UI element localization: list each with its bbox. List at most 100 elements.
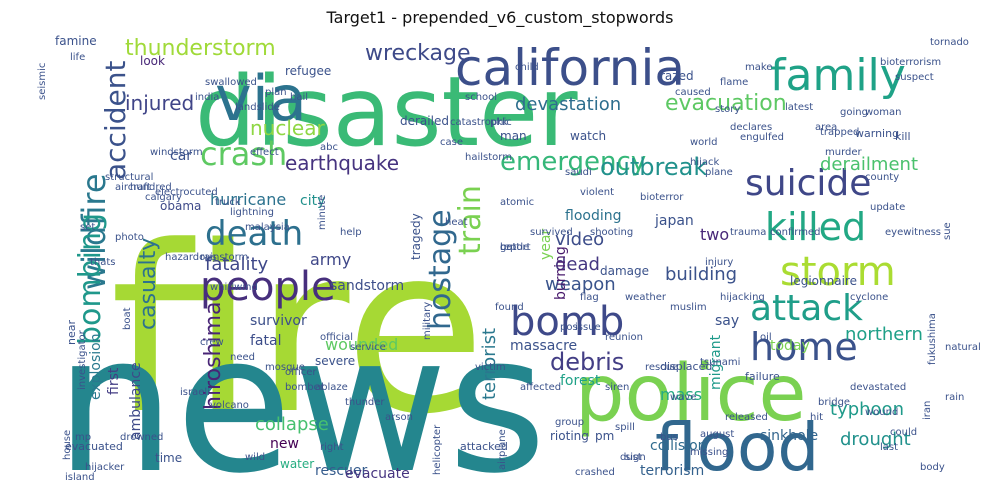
word-trapped: trapped bbox=[820, 127, 859, 138]
word-building: building bbox=[665, 264, 737, 285]
word-two: two bbox=[700, 225, 729, 244]
word-ablaze: ablaze bbox=[315, 382, 348, 393]
word-massacre: massacre bbox=[510, 338, 577, 354]
word-muslim: muslim bbox=[670, 302, 707, 313]
word-got: got bbox=[500, 242, 516, 253]
word-pkk: pkk bbox=[490, 117, 508, 128]
plot-background bbox=[55, 35, 950, 475]
word-flame: flame bbox=[720, 77, 748, 88]
word-crashed: crashed bbox=[575, 467, 615, 478]
word-collapse: collapse bbox=[255, 414, 329, 435]
word-suspect: suspect bbox=[895, 72, 934, 83]
word-official: official bbox=[320, 332, 353, 343]
word-group: group bbox=[555, 417, 584, 428]
word-emergency: emergency bbox=[500, 147, 646, 177]
word-devastated: devastated bbox=[850, 382, 906, 393]
word-reunion: reunion bbox=[605, 332, 643, 343]
word-failure: failure bbox=[745, 370, 780, 383]
word-shooting: shooting bbox=[590, 227, 633, 238]
word-thunderstorm: thunderstorm bbox=[125, 36, 276, 61]
word-bomber: bomber bbox=[285, 382, 325, 393]
word-today: today bbox=[770, 338, 810, 354]
word-report: report bbox=[500, 242, 531, 253]
word-officer: officer bbox=[285, 367, 317, 378]
word-outbreak: outbreak bbox=[600, 153, 707, 181]
word-abc: abc bbox=[320, 142, 338, 153]
word-island: island bbox=[65, 472, 95, 483]
word-death: death bbox=[205, 214, 303, 254]
word-eyewitness: eyewitness bbox=[885, 227, 941, 238]
word-volcano: volcano bbox=[210, 400, 249, 411]
word-wildfire: wildfire bbox=[75, 173, 113, 290]
word-rain: rain bbox=[945, 392, 964, 403]
word-heat: heat bbox=[445, 217, 468, 228]
word-fukushima: fukushima bbox=[927, 313, 938, 365]
word-evacuate: evacuate bbox=[345, 466, 410, 482]
word-sandstorm: sandstorm bbox=[330, 278, 404, 294]
word-weather: weather bbox=[625, 292, 667, 303]
word-damage: damage bbox=[600, 264, 649, 278]
word-dead: dead bbox=[555, 254, 600, 275]
word-seismic: seismic bbox=[37, 63, 48, 100]
word-kill: kill bbox=[895, 130, 911, 143]
word-obama: obama bbox=[160, 199, 201, 213]
word-arson: arson bbox=[385, 412, 413, 423]
word-suicide: suicide bbox=[745, 163, 871, 204]
word-mp: mp bbox=[75, 432, 91, 443]
word-attacked: attacked bbox=[460, 440, 508, 453]
word-world: world bbox=[690, 137, 718, 148]
word-story: story bbox=[715, 104, 740, 115]
word-burning: burning bbox=[553, 246, 569, 300]
word-car: car bbox=[170, 148, 192, 164]
word-spill: spill bbox=[615, 422, 635, 433]
word-mosque: mosque bbox=[265, 362, 305, 373]
word-last: last bbox=[880, 442, 898, 453]
word-wreckage: wreckage bbox=[365, 41, 471, 66]
word-disaster: disaster bbox=[195, 56, 578, 168]
word-could: could bbox=[890, 427, 917, 438]
word-israeli: israeli bbox=[180, 387, 210, 398]
word-watch: watch bbox=[570, 129, 606, 143]
word-sue: sue bbox=[942, 222, 953, 240]
word-fatal: fatal bbox=[250, 333, 281, 349]
word-collision: collision bbox=[650, 438, 707, 454]
word-photo: photo bbox=[115, 232, 144, 243]
word-hundred: hundred bbox=[130, 182, 172, 193]
word-first: first bbox=[106, 367, 122, 395]
word-famine: famine bbox=[55, 34, 97, 48]
word-thats: thats bbox=[90, 257, 116, 268]
word-weapon: weapon bbox=[545, 274, 616, 295]
word-video: video bbox=[555, 229, 604, 250]
word-rioting: rioting bbox=[550, 429, 589, 443]
word-school: school bbox=[465, 92, 497, 103]
word-woman: woman bbox=[865, 107, 902, 118]
word-help: help bbox=[340, 227, 362, 238]
word-japan: japan bbox=[654, 213, 694, 229]
word-refugee: refugee bbox=[285, 64, 331, 78]
word-cyclone: cyclone bbox=[850, 292, 888, 303]
word-electrocuted: electrocuted bbox=[155, 187, 218, 198]
word-murder: murder bbox=[825, 147, 863, 158]
word-sign: sign bbox=[625, 452, 646, 463]
word-wounded: wounded bbox=[325, 335, 398, 354]
word-post: post bbox=[560, 322, 582, 333]
word-helicopter: helicopter bbox=[432, 424, 443, 475]
word-going: going bbox=[840, 107, 868, 118]
word-displaced: displaced bbox=[660, 360, 712, 373]
word-derailed: derailed bbox=[400, 114, 449, 128]
word-year: year bbox=[538, 229, 554, 260]
word-dust: dust bbox=[620, 452, 642, 463]
word-look: look bbox=[140, 54, 165, 68]
word-military: military bbox=[422, 302, 433, 340]
word-drowned: drowned bbox=[120, 432, 163, 443]
word-train: train bbox=[453, 185, 488, 255]
word-atomic: atomic bbox=[500, 197, 534, 208]
word-earthquake: earthquake bbox=[285, 151, 399, 175]
word-wild: wild bbox=[245, 452, 265, 463]
word-hijacking: hijacking bbox=[720, 292, 765, 303]
word-bridge: bridge bbox=[818, 397, 850, 408]
word-devastation: devastation bbox=[515, 94, 621, 115]
word-update: update bbox=[870, 202, 905, 213]
word-attack: attack bbox=[750, 288, 863, 329]
word-casualty: casualty bbox=[136, 238, 161, 330]
